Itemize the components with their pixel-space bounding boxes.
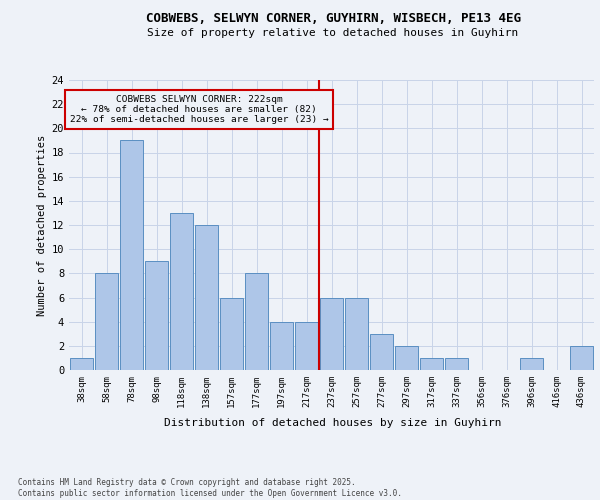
Bar bbox=[194, 225, 218, 370]
Bar bbox=[220, 298, 244, 370]
Bar bbox=[395, 346, 418, 370]
Bar bbox=[269, 322, 293, 370]
Bar bbox=[569, 346, 593, 370]
Bar bbox=[145, 261, 169, 370]
Bar bbox=[445, 358, 469, 370]
Y-axis label: Number of detached properties: Number of detached properties bbox=[37, 134, 47, 316]
Bar bbox=[344, 298, 368, 370]
Bar bbox=[119, 140, 143, 370]
Bar bbox=[95, 274, 118, 370]
Text: Size of property relative to detached houses in Guyhirn: Size of property relative to detached ho… bbox=[148, 28, 518, 38]
Text: COBWEBS SELWYN CORNER: 222sqm
← 78% of detached houses are smaller (82)
22% of s: COBWEBS SELWYN CORNER: 222sqm ← 78% of d… bbox=[70, 94, 328, 124]
Text: COBWEBS, SELWYN CORNER, GUYHIRN, WISBECH, PE13 4EG: COBWEBS, SELWYN CORNER, GUYHIRN, WISBECH… bbox=[146, 12, 521, 26]
Bar bbox=[70, 358, 94, 370]
Text: Contains HM Land Registry data © Crown copyright and database right 2025.
Contai: Contains HM Land Registry data © Crown c… bbox=[18, 478, 402, 498]
Bar bbox=[520, 358, 544, 370]
Bar bbox=[419, 358, 443, 370]
Bar bbox=[370, 334, 394, 370]
Text: Distribution of detached houses by size in Guyhirn: Distribution of detached houses by size … bbox=[164, 418, 502, 428]
Bar bbox=[295, 322, 319, 370]
Bar bbox=[245, 274, 268, 370]
Bar bbox=[320, 298, 343, 370]
Bar bbox=[170, 213, 193, 370]
